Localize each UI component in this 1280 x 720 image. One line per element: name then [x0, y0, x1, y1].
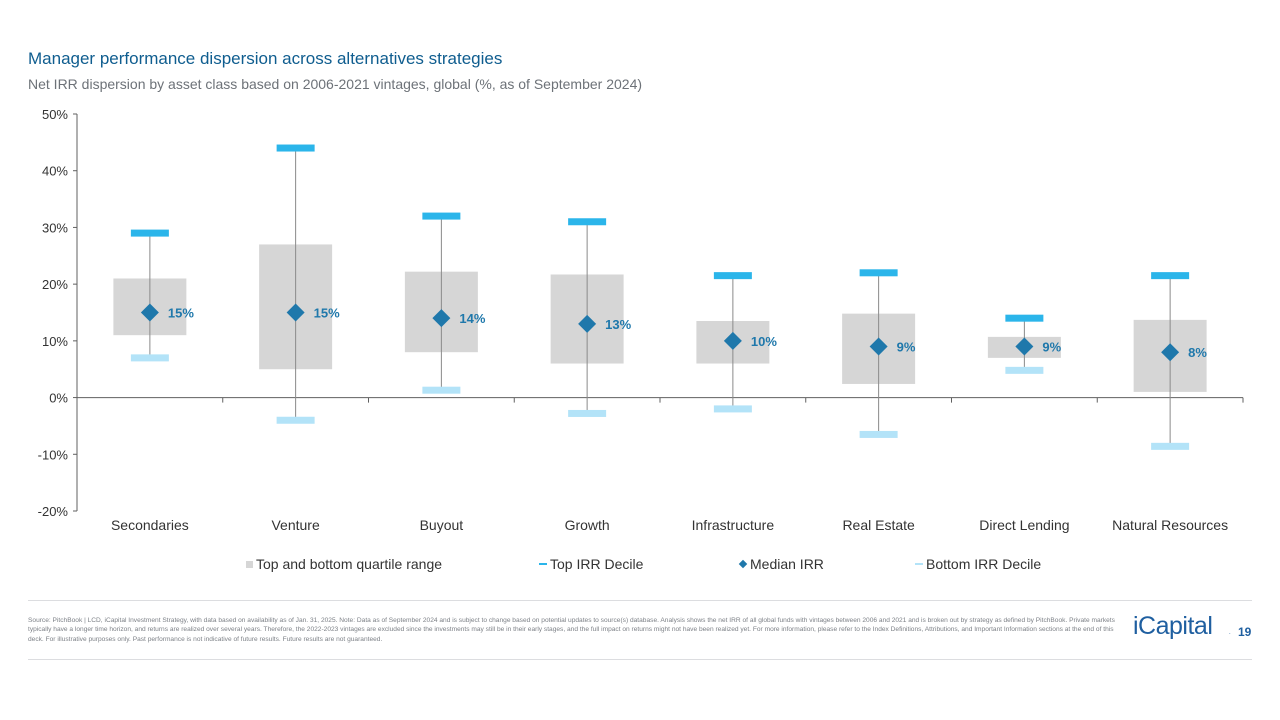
chart-subtitle: Net IRR dispersion by asset class based …	[28, 76, 643, 92]
source-footnote: Source: PitchBook | LCD, iCapital Invest…	[28, 617, 1115, 643]
legend-label-median: Median IRR	[750, 556, 824, 572]
y-tick-label: 40%	[42, 164, 68, 179]
y-tick-label: 20%	[42, 277, 68, 292]
x-tick-label: Venture	[271, 517, 319, 533]
page-number: 19	[1238, 625, 1252, 639]
top-decile-marker	[568, 218, 607, 226]
legend-item-bottom-decile: Bottom IRR Decile	[915, 556, 1041, 572]
legend-item-quartile: Top and bottom quartile range	[246, 556, 442, 572]
top-decile-marker	[130, 229, 169, 237]
category-group: 15% Secondaries	[111, 229, 194, 533]
top-decile-swatch-icon	[539, 563, 547, 565]
median-swatch-icon	[738, 559, 748, 569]
y-tick-label: 10%	[42, 334, 68, 349]
median-marker	[1161, 343, 1180, 362]
legend-item-top-decile: Top IRR Decile	[539, 556, 643, 572]
logo-mark: .	[1229, 630, 1231, 636]
median-marker	[723, 331, 742, 350]
top-decile-marker	[1151, 272, 1190, 280]
footer-divider-top	[28, 600, 1252, 601]
median-data-label: 15%	[314, 306, 340, 321]
bottom-decile-marker	[1005, 366, 1044, 374]
x-tick-label: Real Estate	[842, 517, 915, 533]
top-decile-marker	[713, 272, 752, 280]
median-data-label: 13%	[605, 317, 631, 332]
top-decile-marker	[859, 269, 898, 277]
median-marker	[578, 314, 597, 333]
median-data-label: 10%	[751, 334, 777, 349]
y-tick-label: 0%	[49, 391, 68, 406]
top-decile-marker	[1005, 314, 1044, 322]
median-marker	[140, 303, 159, 322]
category-group: 9% Direct Lending	[979, 314, 1070, 533]
x-tick-label: Secondaries	[111, 517, 189, 533]
top-decile-marker	[276, 144, 315, 152]
bottom-decile-marker	[130, 354, 169, 362]
median-data-label: 15%	[168, 306, 194, 321]
plot-area: 15% Secondaries 15% Venture 14% Buyout 13% Grow…	[111, 144, 1228, 533]
y-tick-label: 50%	[42, 107, 68, 122]
category-group: 14% Buyout	[404, 212, 486, 533]
median-data-label: 8%	[1188, 345, 1207, 360]
bottom-decile-swatch-icon	[915, 563, 923, 565]
median-marker	[1015, 337, 1034, 356]
legend-label-bottom-decile: Bottom IRR Decile	[926, 556, 1042, 572]
x-tick-label: Direct Lending	[979, 517, 1069, 533]
median-marker	[869, 337, 888, 356]
median-data-label: 9%	[897, 340, 916, 355]
category-group: 8% Natural Resources	[1112, 272, 1228, 533]
category-group: 9% Real Estate	[842, 269, 916, 533]
legend-label-top-decile: Top IRR Decile	[550, 556, 644, 572]
quartile-swatch-icon	[246, 560, 253, 568]
x-tick-label: Natural Resources	[1112, 517, 1228, 533]
legend-label-quartile: Top and bottom quartile range	[256, 556, 443, 572]
bottom-decile-marker	[713, 405, 752, 413]
legend: Top and bottom quartile range Top IRR De…	[0, 556, 1280, 576]
median-data-label: 9%	[1042, 340, 1061, 355]
bottom-decile-marker	[276, 416, 315, 424]
bottom-decile-marker	[1151, 442, 1190, 450]
x-tick-label: Infrastructure	[692, 517, 775, 533]
y-tick-label: -10%	[38, 447, 69, 462]
y-tick-label: 30%	[42, 220, 68, 235]
y-tick-label: -20%	[38, 504, 69, 519]
category-group: 13% Growth	[550, 218, 632, 533]
median-marker	[432, 309, 451, 328]
median-data-label: 14%	[459, 311, 485, 326]
top-decile-marker	[422, 212, 461, 220]
bottom-decile-marker	[568, 409, 607, 417]
x-tick-label: Growth	[565, 517, 610, 533]
chart-title: Manager performance dispersion across al…	[28, 49, 503, 68]
bottom-decile-marker	[859, 430, 898, 438]
x-tick-label: Buyout	[420, 517, 464, 533]
category-group: 10% Infrastructure	[692, 272, 777, 533]
median-marker	[286, 303, 305, 322]
category-group: 15% Venture	[259, 144, 340, 533]
footer-divider-bottom	[28, 659, 1252, 660]
icapital-logo: iCapital	[1133, 612, 1213, 640]
axes: -20% -10% 0% 10% 20% 30% 40% 50%	[38, 107, 1244, 519]
bottom-decile-marker	[422, 386, 461, 394]
dispersion-chart: -20% -10% 0% 10% 20% 30% 40% 50% 15% Secondaries…	[38, 107, 1244, 533]
legend-item-median: Median IRR	[738, 556, 824, 572]
